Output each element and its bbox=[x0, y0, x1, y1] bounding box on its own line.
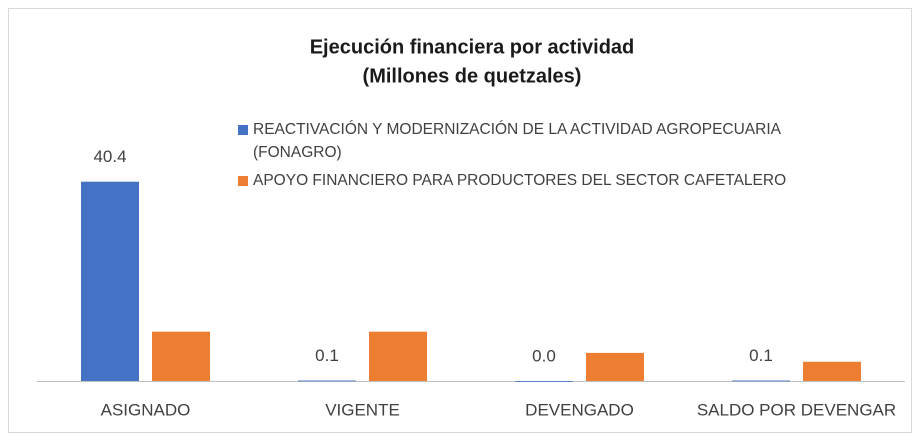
bar bbox=[803, 361, 861, 381]
bar bbox=[81, 181, 139, 381]
data-label: 0.1 bbox=[749, 346, 773, 365]
legend-swatch bbox=[238, 176, 248, 186]
bar bbox=[515, 381, 573, 382]
legend: REACTIVACIÓN Y MODERNIZACIÓN DE LA ACTIV… bbox=[238, 118, 863, 197]
x-tick-label: ASIGNADO bbox=[101, 400, 191, 419]
bar bbox=[586, 352, 644, 381]
chart-title: Ejecución financiera por actividad bbox=[310, 36, 635, 58]
legend-item: APOYO FINANCIERO PARA PRODUCTORES DEL SE… bbox=[238, 169, 863, 192]
legend-item: REACTIVACIÓN Y MODERNIZACIÓN DE LA ACTIV… bbox=[238, 118, 863, 164]
bar bbox=[152, 331, 210, 381]
bar bbox=[298, 380, 356, 382]
legend-swatch bbox=[238, 125, 248, 135]
chart-subtitle: (Millones de quetzales) bbox=[363, 65, 582, 87]
legend-label: APOYO FINANCIERO PARA PRODUCTORES DEL SE… bbox=[253, 172, 787, 189]
data-label: 0.0 bbox=[532, 346, 556, 365]
data-label: 0.1 bbox=[315, 346, 339, 365]
x-tick-label: SALDO POR DEVENGAR bbox=[697, 400, 896, 419]
data-label: 40.4 bbox=[93, 147, 126, 166]
bar bbox=[369, 331, 427, 381]
x-tick-label: VIGENTE bbox=[325, 400, 400, 419]
x-tick-label: DEVENGADO bbox=[525, 400, 634, 419]
bar bbox=[732, 380, 790, 382]
legend-label: REACTIVACIÓN Y MODERNIZACIÓN DE LA ACTIV… bbox=[253, 121, 781, 161]
